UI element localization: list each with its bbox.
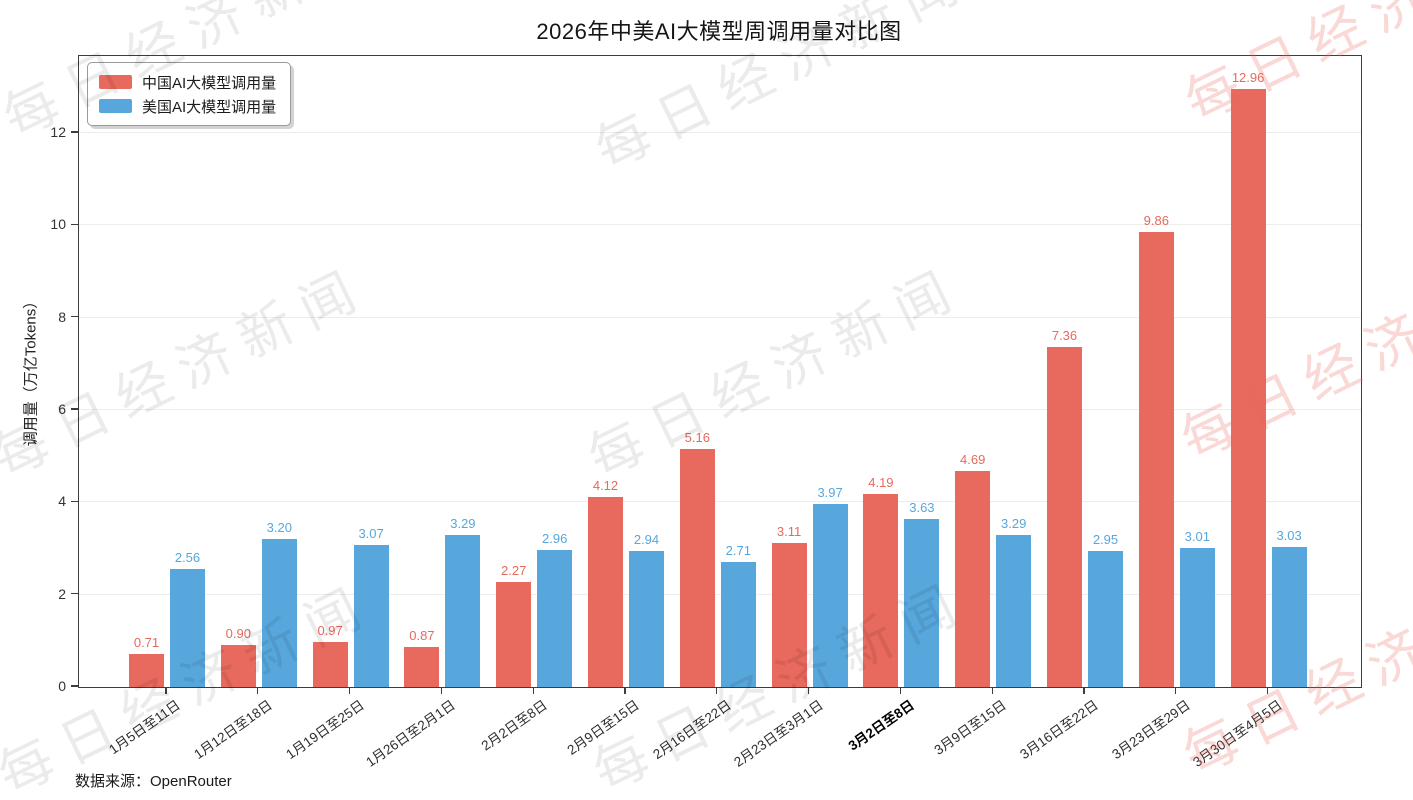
x-tick-mark <box>624 687 626 694</box>
bar-value-label: 3.07 <box>358 526 384 542</box>
bar-china-10: 7.36 <box>1047 329 1082 687</box>
legend-label-us: 美国AI大模型调用量 <box>142 98 277 116</box>
x-tick-mark <box>532 687 534 694</box>
x-tick-mark <box>1266 687 1269 694</box>
x-tick-mark <box>1083 687 1085 694</box>
bar-value-label: 3.11 <box>776 524 802 540</box>
x-tick-mark <box>440 687 443 694</box>
gridline-y4 <box>79 501 1361 503</box>
bar-value-label: 3.20 <box>266 520 292 536</box>
y-tick-mark <box>71 223 78 226</box>
y-tick-mark <box>71 685 78 687</box>
x-tick-mark <box>807 687 810 694</box>
legend-label-china: 中国AI大模型调用量 <box>142 74 277 92</box>
legend: 中国AI大模型调用量 美国AI大模型调用量 <box>87 62 292 126</box>
bar-us-9: 3.29 <box>996 517 1032 687</box>
y-tick-label: 2 <box>58 585 66 602</box>
bar-value-label: 12.96 <box>1231 69 1265 85</box>
bar-us-4: 2.96 <box>537 532 573 687</box>
bar-value-label: 3.03 <box>1276 528 1302 544</box>
bar-value-label: 2.27 <box>501 563 527 579</box>
bar-china-1: 0.90 <box>220 627 256 687</box>
bar-us-8: 3.63 <box>904 501 940 687</box>
x-tick-mark <box>716 687 718 694</box>
y-tick-label: 6 <box>58 401 66 418</box>
bar-china-3: 0.87 <box>404 629 440 687</box>
y-tick-mark <box>71 131 78 133</box>
bar-us-5: 2.94 <box>629 533 664 687</box>
bar-us-11: 3.01 <box>1179 530 1215 687</box>
bar-value-label: 0.90 <box>225 626 251 642</box>
bar-us-12: 3.03 <box>1271 529 1307 687</box>
y-tick-label: 0 <box>58 678 66 694</box>
bar-china-2: 0.97 <box>312 624 348 687</box>
bar-value-label: 2.96 <box>542 531 568 547</box>
bar-value-label: 3.29 <box>450 516 476 532</box>
bar-value-label: 9.86 <box>1143 212 1169 228</box>
bar-us-1: 3.20 <box>261 521 297 687</box>
bar-us-0: 2.56 <box>170 551 205 687</box>
y-tick-label: 8 <box>58 308 66 325</box>
y-tick-mark <box>71 408 78 410</box>
y-tick-label: 10 <box>50 216 66 233</box>
source-note: 数据来源：OpenRouter <box>75 773 232 790</box>
x-tick-mark <box>257 687 259 694</box>
bar-china-12: 12.96 <box>1230 71 1266 687</box>
bar-value-label: 2.56 <box>174 549 201 565</box>
bar-us-7: 3.97 <box>812 486 848 687</box>
bar-us-2: 3.07 <box>353 527 389 687</box>
bar-value-label: 4.19 <box>868 474 894 490</box>
y-tick-mark <box>71 316 78 318</box>
bar-value-label: 3.97 <box>817 484 843 500</box>
bar-us-3: 3.29 <box>445 517 481 687</box>
y-tick-label: 12 <box>50 124 66 141</box>
bar-china-11: 9.86 <box>1138 214 1174 687</box>
bar-value-label: 0.97 <box>317 623 343 639</box>
gridline-y12 <box>79 132 1361 134</box>
legend-item-china: 中国AI大模型调用量 <box>99 70 276 94</box>
legend-swatch-us-icon <box>99 99 132 113</box>
bar-china-7: 3.11 <box>771 525 807 687</box>
bar-value-label: 0.87 <box>409 627 435 643</box>
bar-value-label: 3.29 <box>1001 516 1027 532</box>
gridline-y10 <box>79 224 1361 226</box>
bar-china-6: 5.16 <box>679 431 715 687</box>
bar-value-label: 3.01 <box>1184 529 1210 545</box>
bar-value-label: 5.16 <box>684 429 710 445</box>
chart-title: 2026年中美AI大模型周调用量对比图 <box>536 19 902 44</box>
bar-value-label: 7.36 <box>1051 328 1078 344</box>
x-tick-mark <box>899 687 902 694</box>
x-tick-mark <box>1175 687 1177 694</box>
bar-value-label: 3.63 <box>909 500 935 516</box>
y-tick-label: 4 <box>58 493 66 510</box>
legend-item-us: 美国AI大模型调用量 <box>99 94 276 118</box>
bar-china-8: 4.19 <box>863 476 899 687</box>
bar-us-6: 2.71 <box>720 544 756 687</box>
x-tick-mark <box>991 687 993 694</box>
y-tick-mark <box>71 500 78 503</box>
bar-china-4: 2.27 <box>496 564 532 687</box>
x-tick-mark <box>348 687 351 694</box>
y-tick-mark <box>71 592 78 595</box>
bar-value-label: 2.95 <box>1092 531 1119 547</box>
legend-swatch-china-icon <box>99 75 132 89</box>
bar-china-5: 4.12 <box>588 479 623 687</box>
gridline-y8 <box>79 316 1361 318</box>
x-tick-mark <box>165 687 167 694</box>
bar-value-label: 0.71 <box>133 635 160 651</box>
gridline-y2 <box>79 593 1361 595</box>
bar-value-label: 2.94 <box>633 532 660 548</box>
bar-china-9: 4.69 <box>955 453 991 687</box>
bar-china-0: 0.71 <box>129 636 164 687</box>
bar-value-label: 4.69 <box>960 451 986 467</box>
bar-value-label: 4.12 <box>592 477 619 493</box>
plot-area: 0.71 2.56 0.90 3.20 0.97 3.07 0.87 3.29 2.27 2.96… <box>78 55 1362 688</box>
bar-us-10: 2.95 <box>1088 533 1123 687</box>
gridline-y6 <box>79 409 1361 411</box>
bar-value-label: 2.71 <box>725 542 751 558</box>
